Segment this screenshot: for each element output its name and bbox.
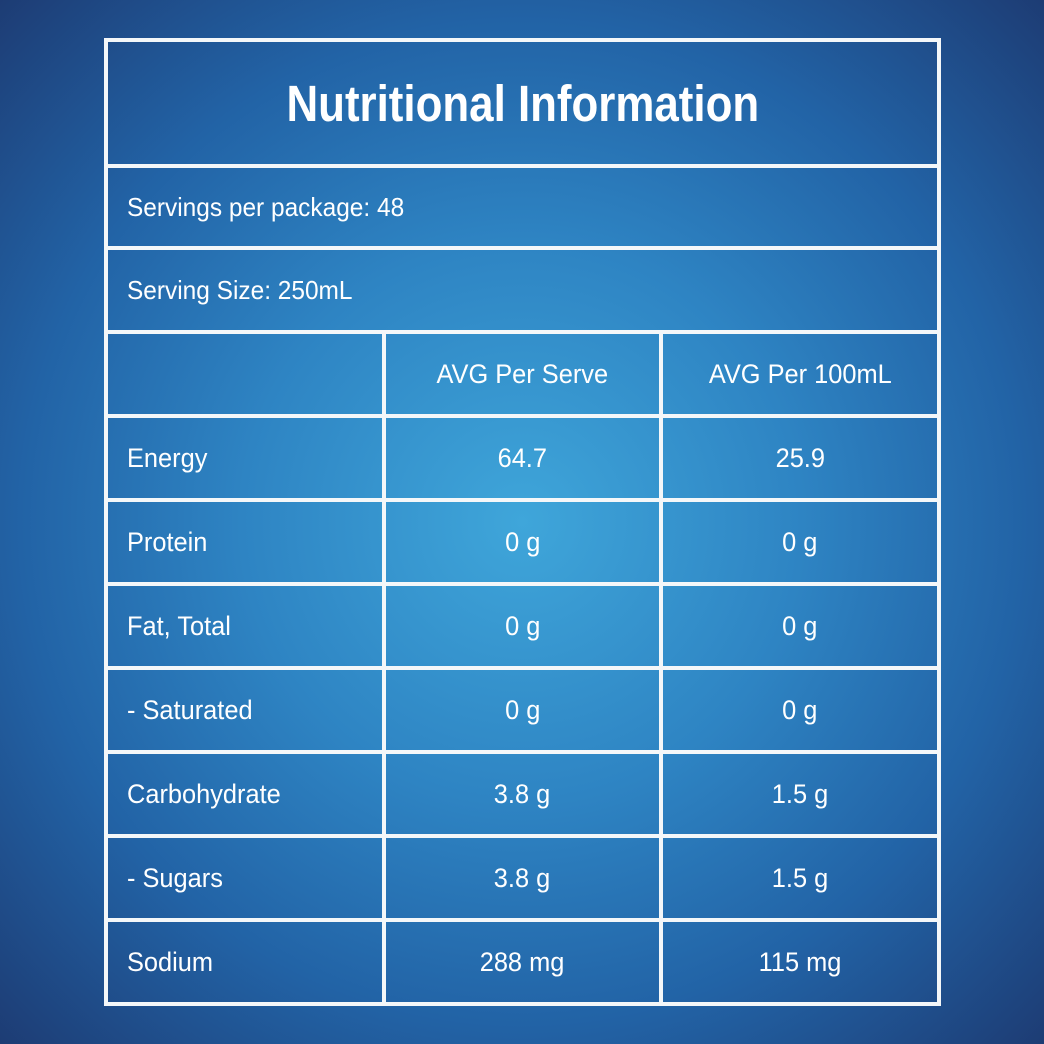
title-cell: Nutritional Information bbox=[104, 38, 941, 168]
table-row-protein: Protein 0 g 0 g bbox=[104, 498, 941, 586]
value-per-serve: 288 mg bbox=[381, 918, 664, 1006]
table-row-fat-total: Fat, Total 0 g 0 g bbox=[104, 582, 941, 670]
serving-size-text: Serving Size: 250mL bbox=[127, 274, 353, 305]
value-per-100ml: 0 g bbox=[659, 498, 941, 586]
table-row-energy: Energy 64.7 25.9 bbox=[104, 414, 941, 502]
value-per-100ml: 1.5 g bbox=[659, 834, 941, 922]
row-label: Carbohydrate bbox=[104, 750, 386, 838]
serving-size-row: Serving Size: 250mL bbox=[104, 246, 941, 334]
value-per-serve: 3.8 g bbox=[381, 750, 664, 838]
value-per-100ml: 0 g bbox=[659, 666, 941, 754]
table-row-saturated: - Saturated 0 g 0 g bbox=[104, 666, 941, 754]
servings-per-package-text: Servings per package: 48 bbox=[127, 191, 405, 222]
row-label: Sodium bbox=[104, 918, 386, 1006]
value-per-100ml: 0 g bbox=[659, 582, 941, 670]
servings-cell: Servings per package: 48 bbox=[104, 164, 941, 250]
table-row-carbohydrate: Carbohydrate 3.8 g 1.5 g bbox=[104, 750, 941, 838]
value-per-serve: 0 g bbox=[381, 666, 664, 754]
servings-row: Servings per package: 48 bbox=[104, 164, 941, 250]
value-per-serve: 0 g bbox=[381, 498, 664, 586]
row-label: Energy bbox=[104, 414, 386, 502]
row-label: - Sugars bbox=[104, 834, 386, 922]
table-row-sodium: Sodium 288 mg 115 mg bbox=[104, 918, 941, 1006]
value-per-100ml: 25.9 bbox=[659, 414, 941, 502]
title-row: Nutritional Information bbox=[104, 38, 941, 168]
column-header-per-100ml: AVG Per 100mL bbox=[659, 330, 941, 418]
serving-size-cell: Serving Size: 250mL bbox=[104, 246, 941, 334]
table-row-sugars: - Sugars 3.8 g 1.5 g bbox=[104, 834, 941, 922]
nutrition-table: Nutritional Information Servings per pac… bbox=[104, 38, 941, 1006]
column-header-blank bbox=[104, 330, 386, 418]
row-label: Protein bbox=[104, 498, 386, 586]
value-per-serve: 0 g bbox=[381, 582, 664, 670]
page-title: Nutritional Information bbox=[286, 74, 759, 132]
column-header-row: AVG Per Serve AVG Per 100mL bbox=[104, 330, 941, 418]
row-label: Fat, Total bbox=[104, 582, 386, 670]
value-per-serve: 64.7 bbox=[381, 414, 664, 502]
value-per-100ml: 1.5 g bbox=[659, 750, 941, 838]
column-header-per-serve: AVG Per Serve bbox=[381, 330, 664, 418]
value-per-100ml: 115 mg bbox=[659, 918, 941, 1006]
value-per-serve: 3.8 g bbox=[381, 834, 664, 922]
row-label: - Saturated bbox=[104, 666, 386, 754]
